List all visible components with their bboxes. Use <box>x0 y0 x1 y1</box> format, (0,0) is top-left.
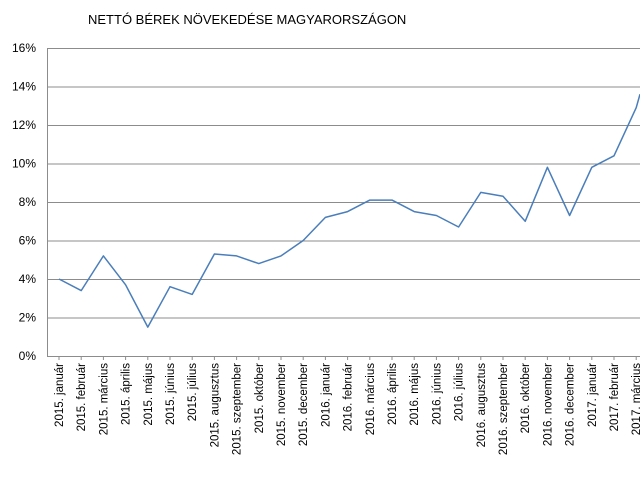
x-tick-label: 2015. január <box>54 363 66 427</box>
x-tick-label: 2016. december <box>565 363 577 446</box>
x-tick-label: 2017. február <box>609 363 621 432</box>
x-tick-label: 2016. március <box>365 363 377 435</box>
y-tick-label: 12% <box>12 118 36 132</box>
x-tick-label: 2015. május <box>143 363 155 426</box>
x-tick-label: 2016. augusztus <box>476 363 488 448</box>
x-tick-label: 2015. június <box>165 363 177 425</box>
x-tick-label: 2016. október <box>520 363 532 434</box>
x-tick-label: 2016. május <box>409 363 421 426</box>
x-tick-label: 2017. március <box>631 363 640 435</box>
y-tick-label: 10% <box>12 157 36 171</box>
x-tick-label: 2016. április <box>387 363 399 425</box>
x-tick-label: 2016. szeptember <box>498 363 510 455</box>
x-tick-label: 2015. augusztus <box>209 363 221 448</box>
x-tick-label: 2015. november <box>276 363 288 446</box>
y-tick-label: 8% <box>19 195 37 209</box>
x-tick-label: 2016. június <box>431 363 443 425</box>
series-layer <box>58 93 640 328</box>
x-tick-label: 2016. január <box>320 363 332 427</box>
y-tick-label: 0% <box>19 349 37 363</box>
x-tick-label: 2015. április <box>121 363 133 425</box>
y-tick-label: 16% <box>12 41 36 55</box>
y-tick-label: 14% <box>12 80 36 94</box>
y-tick-label: 2% <box>19 311 37 325</box>
x-axis-tick-labels: 2015. január 2015. február 2015. március 20… <box>54 363 640 455</box>
series-line <box>58 93 640 328</box>
y-tick-label: 6% <box>19 234 37 248</box>
y-tick-label: 4% <box>19 272 37 286</box>
x-tick-label: 2016. február <box>343 363 355 432</box>
gridlines <box>47 48 640 360</box>
x-tick-label: 2015. július <box>187 363 199 421</box>
x-tick-label: 2015. szeptember <box>232 363 244 455</box>
x-tick-label: 2016. november <box>542 363 554 446</box>
y-axis-tick-labels: 0% 2% 4% 6% 8% 10% 12% 14% 16% <box>12 41 36 363</box>
x-tick-label: 2015. december <box>298 363 310 446</box>
x-tick-label: 2017. január <box>587 363 599 427</box>
x-tick-label: 2015. október <box>254 363 266 434</box>
x-tick-label: 2015. február <box>76 363 88 432</box>
x-tick-label: 2015. március <box>98 363 110 435</box>
chart-title: NETTÓ BÉREK NÖVEKEDÉSE MAGYARORSZÁGON <box>88 12 406 27</box>
x-tick-label: 2016. július <box>454 363 466 421</box>
